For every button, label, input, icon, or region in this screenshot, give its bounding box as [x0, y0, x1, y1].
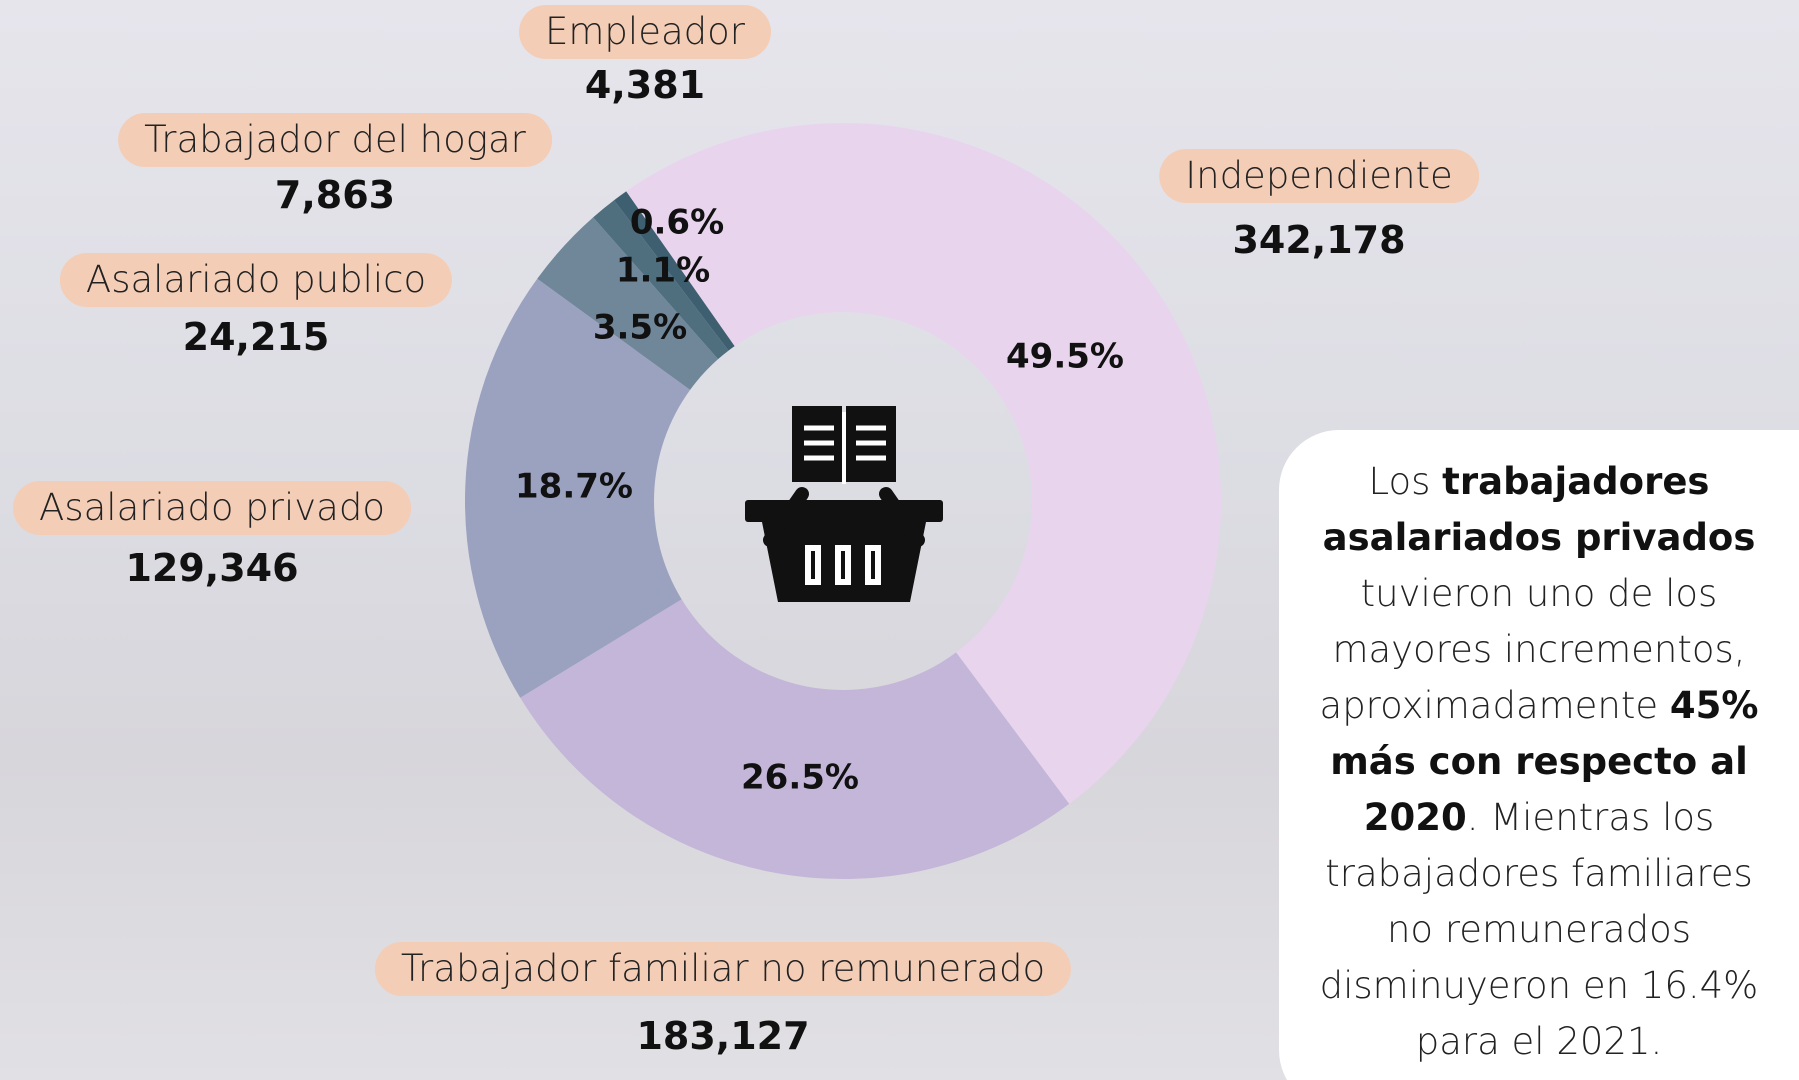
- count-label: 129,346: [125, 546, 298, 590]
- count-label: 24,215: [183, 315, 330, 359]
- note-text: Los: [1369, 460, 1443, 503]
- category-label: Trabajador del hogar: [118, 113, 552, 167]
- infographic: 49.5% 26.5% 18.7% 3.5% 1.1% 0.6% Los trabajad…: [0, 0, 1799, 1080]
- percent-label: 18.7%: [515, 467, 633, 507]
- center-icon: [745, 406, 943, 602]
- percent-label: 26.5%: [741, 758, 859, 798]
- note-box: Los trabajadores asalariados privados tu…: [1279, 430, 1799, 1080]
- percent-label: 0.6%: [630, 203, 724, 243]
- category-label: Empleador: [519, 5, 771, 59]
- category-label: Asalariado privado: [13, 481, 411, 535]
- category-label: Asalariado publico: [60, 253, 452, 307]
- count-label: 7,863: [275, 173, 395, 217]
- count-label: 4,381: [585, 63, 705, 107]
- category-label: Trabajador familiar no remunerado: [375, 942, 1071, 996]
- percent-label: 3.5%: [593, 308, 687, 348]
- category-label: Independiente: [1159, 149, 1479, 203]
- percent-label: 1.1%: [616, 251, 710, 291]
- count-label: 342,178: [1232, 218, 1405, 262]
- percent-label: 49.5%: [1006, 337, 1124, 377]
- count-label: 183,127: [636, 1014, 809, 1058]
